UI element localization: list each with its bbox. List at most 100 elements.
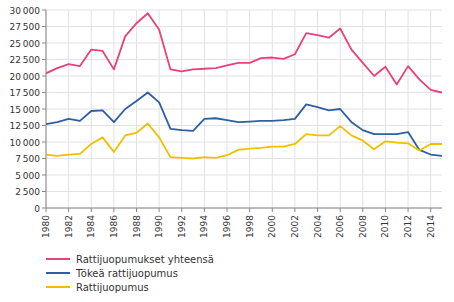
x-tick-label: 1990	[154, 215, 164, 238]
x-tick	[272, 208, 273, 212]
x-tick	[249, 208, 250, 212]
y-axis-line	[46, 10, 47, 208]
legend-swatch	[46, 286, 70, 288]
y-tick-label: 30 000	[10, 6, 41, 16]
y-tick	[42, 175, 46, 176]
x-tick	[46, 208, 47, 212]
series-line	[46, 93, 442, 156]
legend-label: Rattijuopumus	[76, 282, 149, 293]
x-tick	[227, 208, 228, 212]
y-tick-label: 25 000	[10, 39, 41, 49]
x-tick	[408, 208, 409, 212]
x-axis-line	[46, 208, 442, 209]
y-tick	[42, 208, 46, 209]
grid-line	[91, 10, 92, 208]
grid-line	[204, 10, 205, 208]
x-tick	[294, 208, 295, 212]
legend-label: Tökeä rattijuopumus	[75, 268, 178, 279]
grid-line	[272, 10, 273, 208]
y-tick-label: 15 000	[10, 105, 41, 115]
legend-label: Rattijuopumukset yhteensä	[76, 254, 214, 265]
x-tick	[430, 208, 431, 212]
lines	[46, 13, 442, 158]
y-tick-label: 2 500	[15, 187, 40, 197]
y-tick	[42, 191, 46, 192]
x-tick-label: 1982	[64, 215, 74, 238]
grid-line	[46, 175, 442, 176]
x-tick-label: 1986	[109, 215, 119, 238]
grid-line	[46, 109, 442, 110]
grid-line	[317, 10, 318, 208]
y-tick	[42, 142, 46, 143]
x-tick-label: 1992	[177, 215, 187, 238]
y-tick-label: 0	[34, 204, 40, 214]
grid-line	[46, 43, 442, 44]
x-tick-label: 1980	[41, 215, 51, 238]
grid-line	[249, 10, 250, 208]
grid-line	[46, 125, 442, 126]
y-tick-label: 7 500	[15, 154, 40, 164]
y-tick	[42, 158, 46, 159]
grid-line	[46, 26, 442, 27]
grid-line	[159, 10, 160, 208]
grid-line	[46, 191, 442, 192]
y-tick	[42, 76, 46, 77]
y-tick-label: 22 500	[10, 55, 41, 65]
grid-line	[408, 10, 409, 208]
y-tick	[42, 43, 46, 44]
grid-line	[46, 10, 47, 208]
x-tick-label: 2004	[313, 215, 323, 238]
grid-line	[46, 92, 442, 93]
x-tick	[136, 208, 137, 212]
x-tick-label: 2000	[267, 215, 277, 238]
legend-swatch	[46, 272, 70, 274]
x-tick	[68, 208, 69, 212]
grid-line	[385, 10, 386, 208]
grid-line	[46, 208, 442, 209]
x-tick-label: 2010	[380, 215, 390, 238]
x-tick	[159, 208, 160, 212]
x-tick-label: 1984	[86, 215, 96, 238]
y-tick	[42, 125, 46, 126]
y-tick-label: 27 500	[10, 22, 41, 32]
x-tick	[385, 208, 386, 212]
y-tick-label: 12 500	[10, 121, 41, 131]
grid-line	[181, 10, 182, 208]
x-tick	[362, 208, 363, 212]
grid-line	[46, 158, 442, 159]
legend: Rattijuopumukset yhteensä Tökeä rattijuop…	[46, 254, 214, 293]
y-tick	[42, 26, 46, 27]
x-tick	[317, 208, 318, 212]
grid-line	[430, 10, 431, 208]
x-tick	[204, 208, 205, 212]
x-tick-label: 1988	[132, 215, 142, 238]
y-tick	[42, 92, 46, 93]
y-tick-label: 5 000	[15, 171, 40, 181]
x-tick-label: 2008	[358, 215, 368, 238]
series-line	[46, 124, 442, 159]
x-tick-label: 1998	[245, 215, 255, 238]
x-tick-label: 2006	[335, 215, 345, 238]
x-tick-label: 2014	[426, 215, 436, 238]
y-tick	[42, 109, 46, 110]
grid-line	[362, 10, 363, 208]
y-tick-label: 17 500	[10, 88, 41, 98]
grid	[46, 10, 442, 208]
series-line	[46, 13, 442, 92]
grid-line	[46, 76, 442, 77]
y-tick-label: 20 000	[10, 72, 41, 82]
x-tick-label: 1994	[199, 215, 209, 238]
x-tick	[181, 208, 182, 212]
y-tick-label: 10 000	[10, 138, 41, 148]
grid-line	[227, 10, 228, 208]
grid-line	[68, 10, 69, 208]
x-tick-label: 2012	[403, 215, 413, 238]
x-tick	[340, 208, 341, 212]
x-tick	[91, 208, 92, 212]
grid-line	[46, 10, 442, 11]
grid-line	[46, 59, 442, 60]
legend-swatch	[46, 258, 70, 260]
y-tick	[42, 10, 46, 11]
grid-line	[294, 10, 295, 208]
x-tick-label: 1996	[222, 215, 232, 238]
